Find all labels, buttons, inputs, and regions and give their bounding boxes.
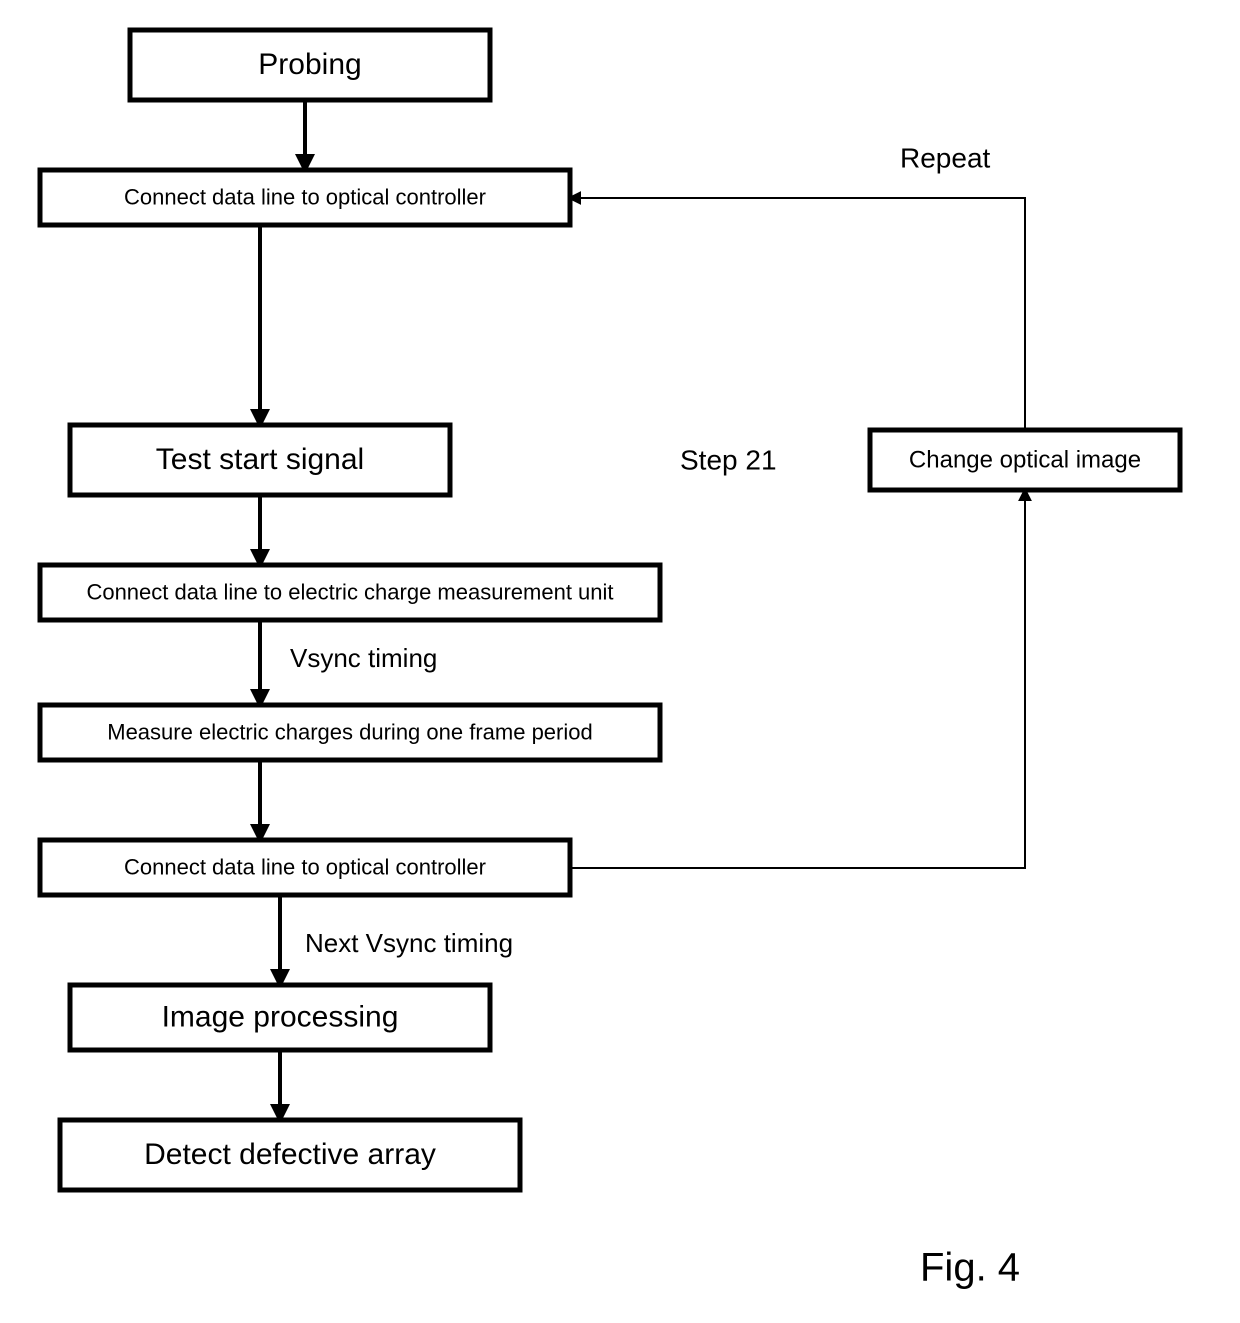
label-vsync: Vsync timing bbox=[290, 643, 437, 673]
label-fig: Fig. 4 bbox=[920, 1246, 1020, 1290]
flow-node-n4: Connect data line to electric charge mea… bbox=[40, 565, 660, 620]
label-repeat: Repeat bbox=[900, 142, 991, 173]
flow-node-label: Test start signal bbox=[156, 443, 364, 476]
flow-node-n5: Measure electric charges during one fram… bbox=[40, 705, 660, 760]
flow-node-n8: Detect defective array bbox=[60, 1120, 520, 1190]
label-next_vsync: Next Vsync timing bbox=[305, 928, 513, 958]
edge-n9-n2 bbox=[570, 198, 1025, 430]
flow-node-n2: Connect data line to optical controller bbox=[40, 170, 570, 225]
flow-node-n1: Probing bbox=[130, 30, 490, 100]
flow-node-n3: Test start signal bbox=[70, 425, 450, 495]
flow-node-label: Measure electric charges during one fram… bbox=[107, 719, 592, 744]
nodes-layer: Probing Connect data line to optical cont… bbox=[40, 30, 1180, 1190]
flow-node-label: Connect data line to optical controller bbox=[124, 184, 486, 209]
flow-node-label: Image processing bbox=[162, 1000, 399, 1033]
flow-node-label: Connect data line to electric charge mea… bbox=[86, 579, 613, 604]
flow-node-n9: Change optical image bbox=[870, 430, 1180, 490]
flow-node-n6: Connect data line to optical controller bbox=[40, 840, 570, 895]
flow-node-label: Detect defective array bbox=[144, 1138, 436, 1171]
flow-node-label: Change optical image bbox=[909, 446, 1141, 473]
flow-node-label: Probing bbox=[258, 48, 361, 81]
flow-node-n7: Image processing bbox=[70, 985, 490, 1050]
edge-n6-n9 bbox=[570, 490, 1025, 868]
flowchart-canvas: Probing Connect data line to optical cont… bbox=[0, 0, 1240, 1323]
label-step21: Step 21 bbox=[680, 444, 777, 475]
flow-node-label: Connect data line to optical controller bbox=[124, 854, 486, 879]
